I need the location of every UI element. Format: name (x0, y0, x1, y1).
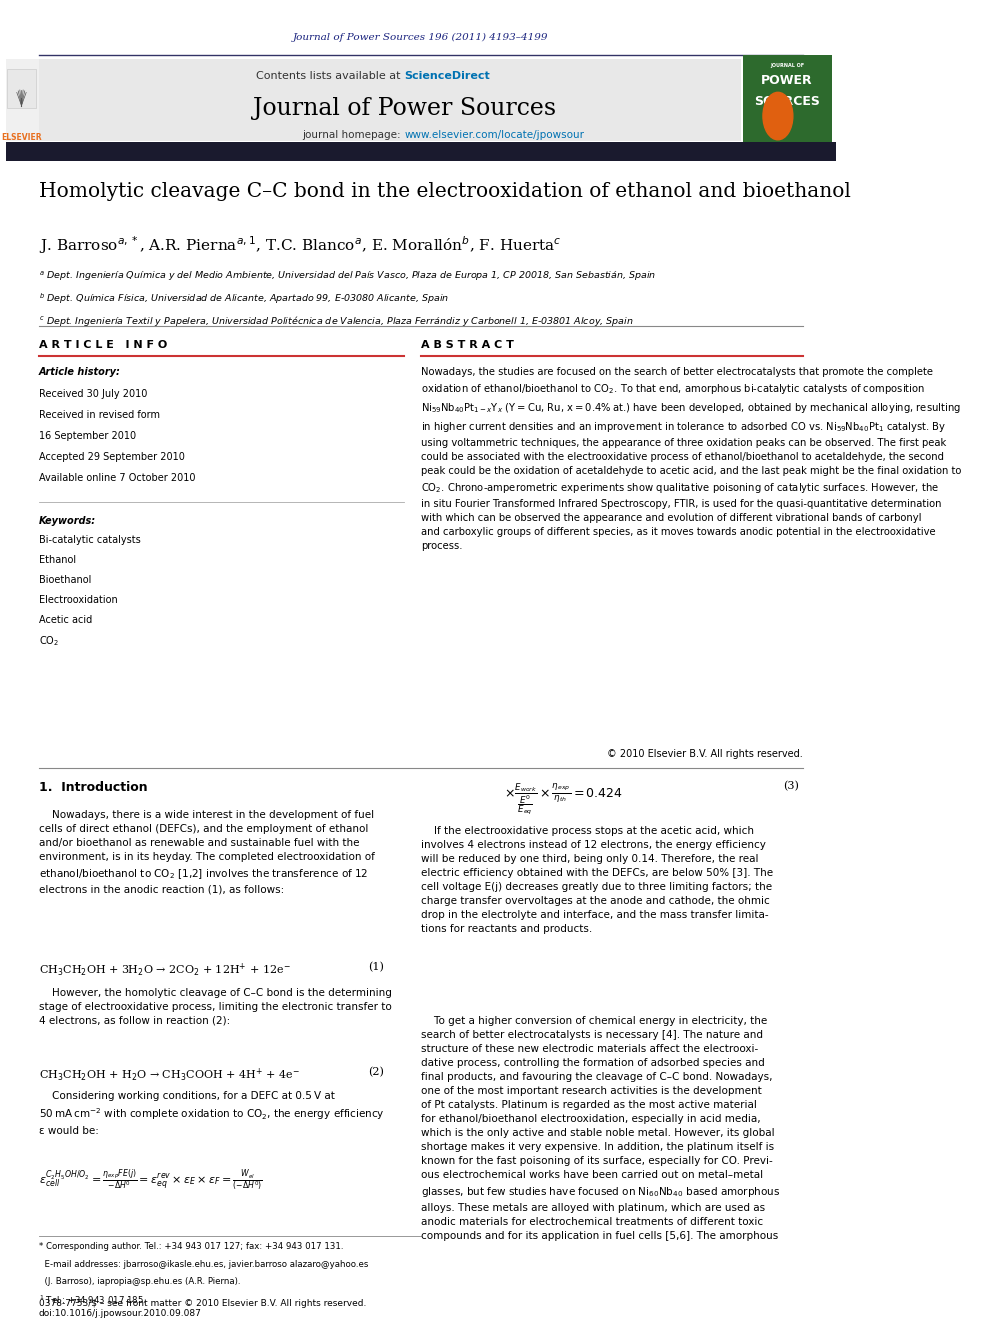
Text: Homolytic cleavage C–C bond in the electrooxidation of ethanol and bioethanol: Homolytic cleavage C–C bond in the elect… (39, 183, 851, 201)
Text: If the electrooxidative process stops at the acetic acid, which
involves 4 elect: If the electrooxidative process stops at… (421, 826, 773, 934)
Text: A B S T R A C T: A B S T R A C T (421, 340, 514, 351)
Text: Electrooxidation: Electrooxidation (39, 595, 118, 605)
Text: 0378-7753/$ – see front matter © 2010 Elsevier B.V. All rights reserved.
doi:10.: 0378-7753/$ – see front matter © 2010 El… (39, 1299, 366, 1319)
Text: Received in revised form: Received in revised form (39, 410, 160, 421)
Text: $^{c}$ Dept. Ingeniería Textil y Papelera, Universidad Politécnica de Valencia, : $^{c}$ Dept. Ingeniería Textil y Papeler… (39, 314, 634, 328)
Text: Ethanol: Ethanol (39, 556, 76, 565)
Text: (1): (1) (368, 962, 384, 972)
Text: (J. Barroso), iapropia@sp.ehu.es (A.R. Pierna).: (J. Barroso), iapropia@sp.ehu.es (A.R. P… (39, 1277, 240, 1286)
FancyBboxPatch shape (39, 60, 741, 142)
Text: Contents lists available at: Contents lists available at (256, 71, 405, 82)
Text: Received 30 July 2010: Received 30 July 2010 (39, 389, 147, 400)
Text: Journal of Power Sources 196 (2011) 4193–4199: Journal of Power Sources 196 (2011) 4193… (293, 33, 549, 42)
Text: $\varepsilon_{cell}^{C_2H_5OH/O_2} = \frac{\eta_{exp}FE(j)}{-\Delta H^0} = \vare: $\varepsilon_{cell}^{C_2H_5OH/O_2} = \fr… (39, 1167, 263, 1193)
FancyBboxPatch shape (6, 143, 836, 161)
Text: (3): (3) (783, 781, 799, 791)
Text: Keywords:: Keywords: (39, 516, 96, 525)
Text: Bioethanol: Bioethanol (39, 576, 91, 585)
Text: SOURCES: SOURCES (754, 95, 820, 108)
Text: 16 September 2010: 16 September 2010 (39, 431, 136, 442)
Text: Available online 7 October 2010: Available online 7 October 2010 (39, 474, 195, 483)
Text: J. Barroso$^{a,*}$, A.R. Pierna$^{a,1}$, T.C. Blanco$^{a}$, E. Morallón$^{b}$, F: J. Barroso$^{a,*}$, A.R. Pierna$^{a,1}$,… (39, 234, 561, 257)
Circle shape (763, 93, 793, 140)
Text: 1.  Introduction: 1. Introduction (39, 781, 148, 794)
FancyBboxPatch shape (6, 60, 39, 142)
Text: Nowadays, there is a wide interest in the development of fuel
cells of direct et: Nowadays, there is a wide interest in th… (39, 810, 375, 894)
Text: Considering working conditions, for a DEFC at 0.5 V at
50 mA cm$^{-2}$ with comp: Considering working conditions, for a DE… (39, 1090, 385, 1136)
Text: CH$_{3}$CH$_{2}$OH + 3H$_{2}$O → 2CO$_{2}$ + 12H$^{+}$ + 12e$^{-}$: CH$_{3}$CH$_{2}$OH + 3H$_{2}$O → 2CO$_{2… (39, 962, 291, 979)
Text: Nowadays, the studies are focused on the search of better electrocatalysts that : Nowadays, the studies are focused on the… (421, 366, 961, 550)
Text: CO$_{2}$: CO$_{2}$ (39, 635, 60, 648)
Text: However, the homolytic cleavage of C–C bond is the determining
stage of electroo: However, the homolytic cleavage of C–C b… (39, 988, 392, 1025)
Text: Bi-catalytic catalysts: Bi-catalytic catalysts (39, 536, 141, 545)
Text: CH$_{3}$CH$_{2}$OH + H$_{2}$O → CH$_{3}$COOH + 4H$^{+}$ + 4e$^{-}$: CH$_{3}$CH$_{2}$OH + H$_{2}$O → CH$_{3}$… (39, 1066, 300, 1084)
FancyBboxPatch shape (743, 56, 832, 146)
Text: $^{b}$ Dept. Química Física, Universidad de Alicante, Apartado 99, E-03080 Alica: $^{b}$ Dept. Química Física, Universidad… (39, 291, 449, 306)
Text: ScienceDirect: ScienceDirect (405, 71, 490, 82)
Text: A R T I C L E   I N F O: A R T I C L E I N F O (39, 340, 168, 351)
Text: www.elsevier.com/locate/jpowsour: www.elsevier.com/locate/jpowsour (405, 130, 584, 139)
FancyBboxPatch shape (7, 69, 36, 108)
Text: JOURNAL OF: JOURNAL OF (770, 64, 805, 69)
Text: To get a higher conversion of chemical energy in electricity, the
search of bett: To get a higher conversion of chemical e… (421, 1016, 780, 1241)
Text: $\times \frac{E_{work}}{\dfrac{E^0}{E_{eq}}} \times \frac{\eta_{exp}}{\eta_{th}}: $\times \frac{E_{work}}{\dfrac{E^0}{E_{e… (504, 781, 623, 816)
Text: Journal of Power Sources: Journal of Power Sources (253, 97, 556, 119)
Text: $^{a}$ Dept. Ingeniería Química y del Medio Ambiente, Universidad del País Vasco: $^{a}$ Dept. Ingeniería Química y del Me… (39, 269, 656, 283)
Text: journal homepage:: journal homepage: (303, 130, 405, 139)
Text: Article history:: Article history: (39, 366, 121, 377)
Text: E-mail addresses: jbarroso@ikasle.ehu.es, javier.barroso alazaro@yahoo.es: E-mail addresses: jbarroso@ikasle.ehu.es… (39, 1259, 368, 1269)
Text: ELSEVIER: ELSEVIER (1, 132, 42, 142)
Text: * Corresponding author. Tel.: +34 943 017 127; fax: +34 943 017 131.: * Corresponding author. Tel.: +34 943 01… (39, 1242, 343, 1252)
Text: Acetic acid: Acetic acid (39, 615, 92, 624)
Text: (2): (2) (368, 1066, 384, 1077)
Text: © 2010 Elsevier B.V. All rights reserved.: © 2010 Elsevier B.V. All rights reserved… (607, 749, 803, 759)
Text: POWER: POWER (761, 74, 812, 87)
Text: $^{1}$ Tel.: +34 943 017 185.: $^{1}$ Tel.: +34 943 017 185. (39, 1294, 147, 1306)
Text: Accepted 29 September 2010: Accepted 29 September 2010 (39, 452, 185, 462)
